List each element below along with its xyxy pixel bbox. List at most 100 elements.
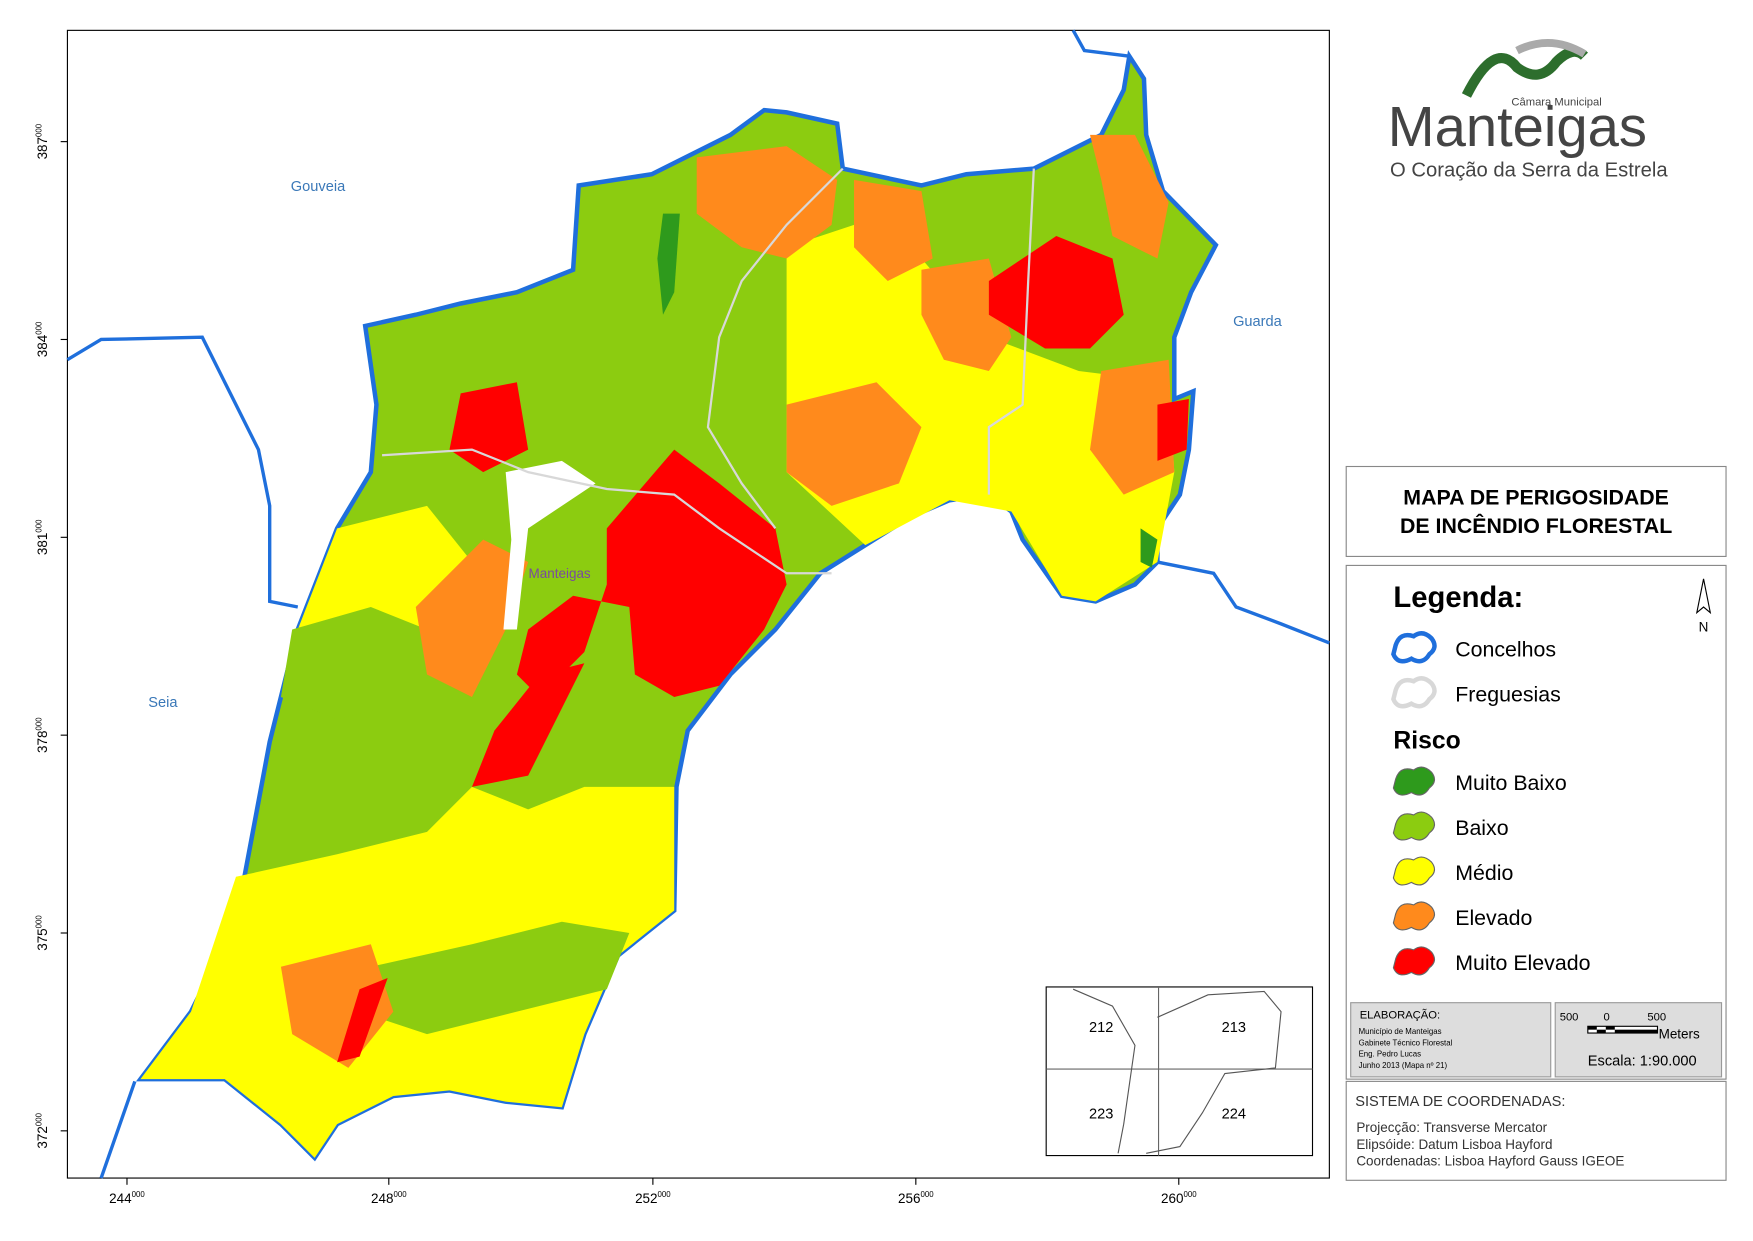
risk-medium: [786, 224, 1175, 602]
tick-label: 375000: [35, 915, 51, 951]
credits-heading: ELABORAÇÃO:: [1360, 1008, 1440, 1021]
place-label: Gouveia: [291, 179, 346, 195]
title-box: [1345, 465, 1727, 557]
north-label: N: [1699, 620, 1709, 635]
logo-top: Câmara Municipal: [1511, 97, 1601, 109]
legend-subheading: Risco: [1393, 728, 1460, 755]
legend-swatch: [1392, 946, 1436, 976]
legend-label: Baixo: [1455, 816, 1508, 840]
scale-label: 500: [1560, 1012, 1579, 1024]
tick-main: 375: [35, 928, 50, 950]
risk-low: [359, 921, 630, 1035]
tick-sup: 000: [132, 1190, 146, 1199]
tick-sup: 000: [35, 321, 44, 335]
place-label: Manteigas: [529, 566, 591, 581]
scale-bar-segment: [1605, 1026, 1615, 1030]
legend-swatch: [1392, 901, 1436, 931]
parish-boundary: [381, 448, 832, 575]
risk-very-high: [1157, 399, 1189, 461]
legend-label: Freguesias: [1455, 682, 1561, 706]
title: MAPA DE PERIGOSIDADE: [1403, 486, 1669, 510]
scale-bar: [1587, 1025, 1659, 1034]
scale-label: 500: [1647, 1012, 1666, 1024]
inset-label: 213: [1222, 1020, 1246, 1036]
tick-label: 384000: [35, 321, 51, 357]
risk-map: [135, 50, 1219, 1162]
tick-main: 248: [371, 1191, 393, 1206]
legend-swatch: [1392, 766, 1436, 796]
logo-mark: [1515, 38, 1587, 58]
coordinates-line: Elipsóide: Datum Lisboa Hayford: [1356, 1137, 1552, 1152]
risk-high: [854, 179, 933, 282]
tick-label: 372000: [35, 1112, 51, 1148]
boundary: [99, 1080, 137, 1179]
risk-very-low: [657, 213, 680, 315]
coordinates-line: Projecção: Transverse Mercator: [1356, 1120, 1547, 1135]
place-label: Seia: [148, 695, 178, 711]
inset-label: 212: [1089, 1020, 1113, 1036]
credits-line: Município de Manteigas: [1359, 1027, 1442, 1036]
credits: Município de Manteigas Gabinete Técnico F…: [1359, 1027, 1453, 1070]
scale-bar-segment: [1596, 1029, 1606, 1034]
legend-heading: Legenda:: [1393, 582, 1523, 614]
legend-label: Muito Baixo: [1455, 771, 1566, 795]
neighbour-boundaries: [66, 29, 1330, 1179]
legend-swatch: [1392, 811, 1436, 841]
coordinates-heading: SISTEMA DE COORDENADAS:: [1355, 1094, 1565, 1110]
risk-high: [1090, 134, 1169, 259]
risk-low: [280, 607, 428, 720]
coordinates-box: [1345, 1080, 1727, 1181]
tick-main: 384: [35, 334, 50, 357]
tick-sup: 000: [35, 717, 44, 731]
tick-sup: 000: [393, 1190, 407, 1199]
tick-label: 256000: [898, 1190, 934, 1206]
legend-swatch: [1391, 676, 1437, 709]
legend-label: Concelhos: [1455, 637, 1556, 661]
tick-main: 256: [898, 1191, 920, 1206]
scale-unit: Meters: [1659, 1027, 1700, 1042]
credits-line: Junho 2013 (Mapa nº 21): [1359, 1061, 1448, 1070]
risk-high: [415, 539, 529, 697]
tick-label: 381000: [35, 519, 51, 555]
logo-mark: [1461, 46, 1589, 98]
tick-sup: 000: [658, 1190, 672, 1199]
tick-label: 244000: [109, 1190, 145, 1206]
risk-very-high: [471, 663, 585, 787]
scale-label: 0: [1604, 1012, 1610, 1024]
boundary: [1071, 29, 1130, 58]
inset-outline: [1146, 990, 1282, 1154]
risk-high: [696, 146, 838, 259]
inset-label: 224: [1222, 1106, 1246, 1122]
parish-boundary: [987, 168, 1035, 495]
parish-boundary: [706, 167, 844, 529]
x-axis: 244000 248000 252000 256000 260000: [109, 1178, 1197, 1206]
coordinates: Projecção: Transverse Mercator Elipsóide:…: [1356, 1120, 1624, 1169]
legend-swatch: [1391, 631, 1437, 664]
risk-high: [1090, 359, 1175, 495]
inset-map: 212 213 223 224: [1045, 986, 1314, 1157]
tick-main: 387: [35, 137, 50, 159]
legend-items: Concelhos Freguesias Muito Baixo Baixo Médio…: [1391, 631, 1590, 976]
coordinates-line: Coordenadas: Lisboa Hayford Gauss IGEOE: [1356, 1154, 1624, 1169]
place-label: Guarda: [1233, 314, 1283, 330]
boundary: [66, 335, 299, 609]
north-arrow: [1695, 578, 1712, 615]
tick-label: 260000: [1161, 1190, 1197, 1206]
risk-high: [786, 382, 922, 506]
tick-label: 378000: [35, 717, 51, 753]
tick-sup: 000: [35, 915, 44, 929]
risk-very-low: [1140, 528, 1158, 568]
title: DE INCÊNDIO FLORESTAL: [1400, 513, 1672, 538]
tick-label: 248000: [371, 1190, 407, 1206]
tick-main: 372: [35, 1126, 50, 1148]
scale-bar-segment: [1614, 1029, 1658, 1034]
boundary: [1157, 560, 1330, 645]
tick-main: 252: [635, 1191, 657, 1206]
tick-sup: 000: [35, 519, 44, 533]
tick-main: 260: [1161, 1191, 1183, 1206]
legend-label: Médio: [1455, 861, 1513, 885]
tick-main: 244: [109, 1191, 132, 1206]
